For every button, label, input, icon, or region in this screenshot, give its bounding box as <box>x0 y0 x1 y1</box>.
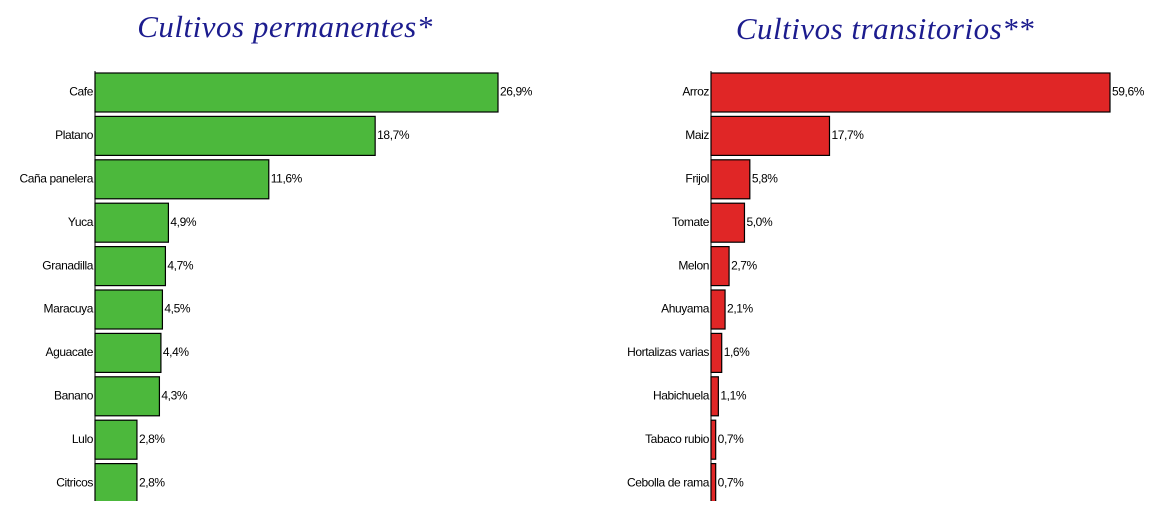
bar <box>710 72 1111 113</box>
bar <box>710 289 726 330</box>
category-label: Maracuya <box>44 302 94 316</box>
category-label: Banano <box>54 388 94 402</box>
bar <box>710 202 746 243</box>
bar <box>94 115 376 157</box>
chart-title: Cultivos transitorios** <box>736 11 1034 46</box>
bar <box>710 419 717 460</box>
bar <box>710 332 723 373</box>
value-label: 0,7% <box>718 432 744 446</box>
value-label: 2,7% <box>731 258 757 272</box>
bar <box>710 463 717 504</box>
value-label: 5,0% <box>746 215 772 229</box>
category-label: Maiz <box>685 128 709 142</box>
bar <box>94 419 138 460</box>
category-label: Cebolla de rama <box>627 475 710 489</box>
value-label: 4,9% <box>170 215 196 229</box>
category-label: Caña panelera <box>19 171 93 185</box>
category-label: Tomate <box>672 215 710 229</box>
category-label: Aguacate <box>45 345 93 359</box>
bar <box>710 159 751 200</box>
category-label: Melon <box>678 258 709 272</box>
value-label: 4,4% <box>163 345 189 359</box>
value-label: 59,6% <box>1112 85 1145 99</box>
bar <box>94 202 170 243</box>
category-label: Ahuyama <box>661 302 710 316</box>
category-label: Cafe <box>69 85 93 99</box>
value-label: 4,3% <box>161 388 187 402</box>
category-label: Habichuela <box>653 388 710 402</box>
category-label: Granadilla <box>42 258 93 272</box>
value-label: 2,8% <box>139 475 165 489</box>
bar <box>94 463 138 504</box>
bar <box>94 72 499 113</box>
category-label: Hortalizas varias <box>627 345 709 359</box>
category-label: Tabaco rubio <box>645 432 710 446</box>
value-label: 11,6% <box>271 171 303 185</box>
bar <box>94 376 161 417</box>
value-label: 5,8% <box>752 171 778 185</box>
value-label: 0,7% <box>718 475 744 489</box>
bar <box>710 115 831 157</box>
chart-title: Cultivos permanentes* <box>137 9 433 44</box>
bar <box>710 376 719 417</box>
bar <box>94 246 167 287</box>
value-label: 1,1% <box>720 388 746 402</box>
category-label: Citricos <box>56 475 93 489</box>
bar <box>94 159 270 200</box>
category-label: Yuca <box>68 215 94 229</box>
category-label: Arroz <box>682 85 709 99</box>
value-label: 17,7% <box>831 128 864 142</box>
bar <box>94 332 162 373</box>
value-label: 26,9% <box>500 85 533 99</box>
bar <box>710 246 730 287</box>
bar <box>94 289 164 330</box>
category-label: Frijol <box>685 171 709 185</box>
value-label: 1,6% <box>724 345 750 359</box>
value-label: 2,8% <box>139 432 165 446</box>
value-label: 18,7% <box>377 128 410 142</box>
value-label: 2,1% <box>727 302 753 316</box>
value-label: 4,5% <box>164 302 190 316</box>
value-label: 4,7% <box>167 258 193 272</box>
category-label: Platano <box>55 128 94 142</box>
category-label: Lulo <box>72 432 94 446</box>
